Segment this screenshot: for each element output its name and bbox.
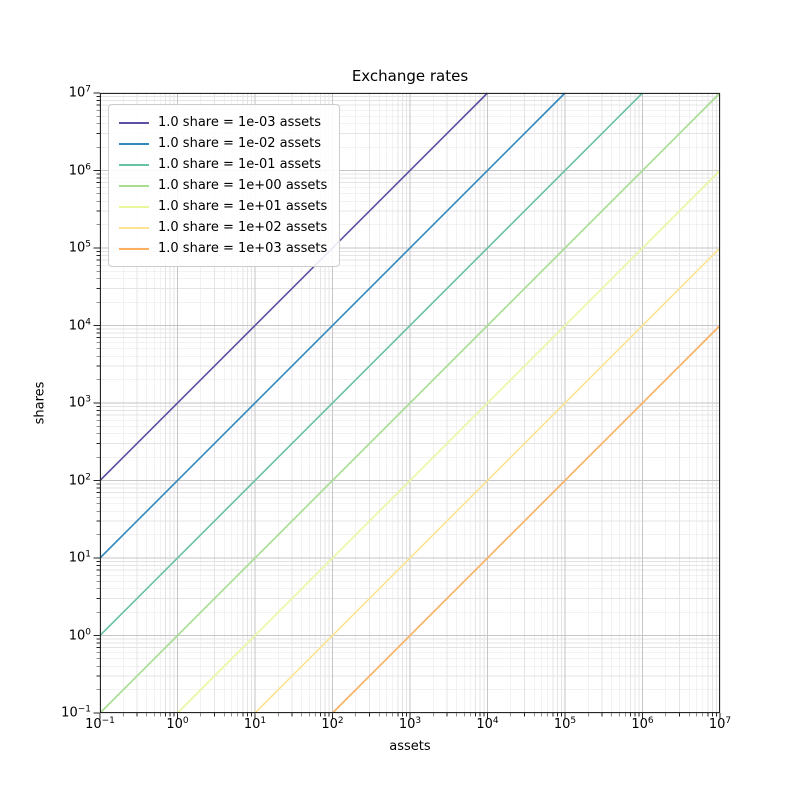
series-line xyxy=(176,169,721,714)
tick-base: 10 xyxy=(68,240,86,256)
legend-item: 1.0 share = 1e-03 assets xyxy=(119,112,327,133)
y-tick-label: 105 xyxy=(68,239,91,256)
y-tick-label: 103 xyxy=(68,394,91,411)
legend-item: 1.0 share = 1e+03 assets xyxy=(119,238,327,259)
legend-line-swatch xyxy=(119,247,149,250)
x-tick-label: 104 xyxy=(476,716,499,732)
legend: 1.0 share = 1e-03 assets 1.0 share = 1e-0… xyxy=(108,104,341,267)
tick-base: 10 xyxy=(708,717,726,732)
series-line xyxy=(254,247,721,714)
legend-item: 1.0 share = 1e+00 assets xyxy=(119,175,327,196)
legend-item: 1.0 share = 1e-01 assets xyxy=(119,154,327,175)
tick-exponent: 3 xyxy=(415,716,422,726)
series-line xyxy=(99,92,721,714)
tick-base: 10 xyxy=(398,717,416,732)
series-line xyxy=(99,92,644,637)
x-tick-label: 107 xyxy=(708,716,732,732)
x-tick-label: 106 xyxy=(631,716,654,732)
tick-exponent: 5 xyxy=(570,716,577,726)
legend-line-swatch xyxy=(119,226,149,229)
legend-item: 1.0 share = 1e+02 assets xyxy=(119,217,327,238)
legend-line-swatch xyxy=(119,205,149,208)
tick-base: 10 xyxy=(61,705,78,721)
y-tick-label: 106 xyxy=(68,162,91,178)
tick-exponent: 4 xyxy=(85,317,91,327)
y-tick-label: 101 xyxy=(68,549,91,566)
tick-exponent: −1 xyxy=(77,704,91,715)
tick-base: 10 xyxy=(68,163,86,178)
axes-spines xyxy=(100,93,720,713)
tick-exponent: 5 xyxy=(85,239,91,250)
tick-base: 10 xyxy=(68,550,86,566)
x-tick-label: 101 xyxy=(243,716,267,732)
legend-item: 1.0 share = 1e+01 assets xyxy=(119,196,327,217)
x-tick-label: 10−1 xyxy=(85,716,115,732)
tick-base: 10 xyxy=(68,473,86,488)
chart-title: Exchange rates xyxy=(351,67,469,85)
legend-label: 1.0 share = 1e+02 assets xyxy=(158,220,328,235)
legend-label: 1.0 share = 1e+01 assets xyxy=(158,199,328,214)
tick-base: 10 xyxy=(68,85,86,101)
legend-label: 1.0 share = 1e-02 assets xyxy=(158,136,322,151)
tick-base: 10 xyxy=(68,395,86,411)
tick-exponent: 7 xyxy=(85,84,91,95)
tick-exponent: 2 xyxy=(337,716,344,726)
x-tick-label: 105 xyxy=(553,716,577,732)
tick-exponent: 7 xyxy=(725,716,732,726)
tick-exponent: 2 xyxy=(85,472,91,482)
y-tick-label: 10−1 xyxy=(61,704,91,721)
tick-base: 10 xyxy=(243,717,261,732)
series-line xyxy=(99,92,566,559)
legend-label: 1.0 share = 1e+00 assets xyxy=(158,178,328,193)
tick-base: 10 xyxy=(68,628,86,643)
tick-exponent: 3 xyxy=(85,394,91,405)
legend-line-swatch xyxy=(119,121,149,124)
legend-line-swatch xyxy=(119,163,149,166)
y-axis-label: shares xyxy=(32,381,48,425)
series-line xyxy=(99,92,489,482)
legend-label: 1.0 share = 1e-01 assets xyxy=(158,157,322,172)
y-tick-label: 100 xyxy=(68,627,91,643)
x-tick-label: 102 xyxy=(321,716,344,732)
tick-exponent: 6 xyxy=(85,162,91,172)
y-tick-label: 104 xyxy=(68,317,91,333)
tick-exponent: 1 xyxy=(85,549,91,560)
legend-label: 1.0 share = 1e+03 assets xyxy=(158,241,328,256)
tick-base: 10 xyxy=(68,318,86,333)
tick-base: 10 xyxy=(166,717,183,732)
series-line xyxy=(331,324,721,714)
tick-base: 10 xyxy=(321,717,338,732)
legend-item: 1.0 share = 1e-02 assets xyxy=(119,133,327,154)
legend-line-swatch xyxy=(119,184,149,187)
y-tick-label: 102 xyxy=(68,472,91,488)
tick-base: 10 xyxy=(85,717,102,732)
tick-exponent: 4 xyxy=(492,716,499,726)
tick-base: 10 xyxy=(476,717,493,732)
legend-label: 1.0 share = 1e-03 assets xyxy=(158,115,322,130)
x-tick-label: 100 xyxy=(166,716,189,732)
tick-exponent: 0 xyxy=(182,716,189,726)
x-axis-label: assets xyxy=(389,739,431,754)
tick-exponent: 0 xyxy=(85,627,91,637)
tick-exponent: 6 xyxy=(647,716,654,726)
tick-exponent: 1 xyxy=(260,716,267,726)
legend-line-swatch xyxy=(119,142,149,145)
x-tick-label: 103 xyxy=(398,716,422,732)
tick-exponent: −1 xyxy=(101,716,115,726)
tick-base: 10 xyxy=(631,717,648,732)
tick-base: 10 xyxy=(553,717,571,732)
y-tick-label: 107 xyxy=(68,84,91,101)
